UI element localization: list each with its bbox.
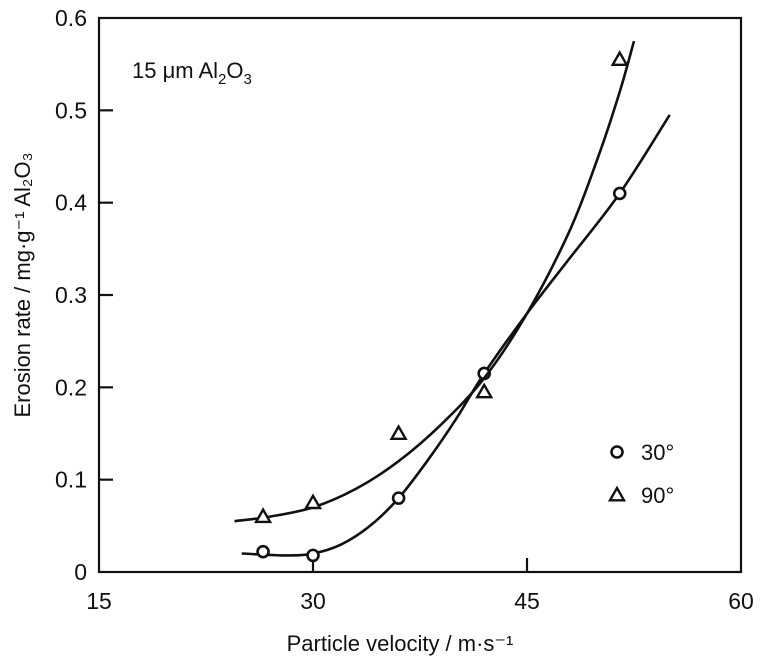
x-axis-label: Particle velocity / m·s⁻¹ bbox=[287, 631, 514, 656]
x-tick-label: 15 bbox=[86, 588, 112, 614]
y-axis-label: Erosion rate / mg·g⁻¹ Al₂O₃ bbox=[10, 152, 35, 417]
data-point-30deg bbox=[391, 491, 406, 505]
y-tick-label: 0.5 bbox=[55, 97, 87, 123]
legend-label-90deg: 90° bbox=[641, 483, 674, 508]
y-tick-label: 0.4 bbox=[55, 190, 87, 216]
data-point-90deg bbox=[254, 507, 273, 524]
legend-label-30deg: 30° bbox=[641, 440, 674, 465]
data-point-90deg bbox=[389, 424, 408, 440]
x-tick-label: 60 bbox=[728, 588, 754, 614]
data-point-90deg bbox=[610, 50, 629, 67]
y-tick-label: 0.2 bbox=[55, 374, 87, 400]
x-tick-label: 45 bbox=[514, 588, 540, 614]
annotation-label: 15 μm Al2O3 bbox=[132, 58, 252, 88]
data-point-30deg bbox=[256, 544, 270, 559]
y-tick-label: 0.3 bbox=[55, 282, 87, 308]
fit-curve-30deg bbox=[241, 114, 671, 557]
legend-marker-90deg bbox=[607, 485, 627, 502]
y-tick-label: 0 bbox=[74, 559, 87, 585]
y-tick-label: 0.1 bbox=[55, 467, 87, 493]
legend-marker-30deg bbox=[610, 445, 624, 459]
data-point-30deg bbox=[306, 548, 320, 563]
data-point-90deg bbox=[303, 493, 323, 510]
x-tick-label: 30 bbox=[300, 588, 326, 614]
y-tick-label: 0.6 bbox=[55, 5, 87, 31]
data-point-90deg bbox=[475, 382, 494, 399]
data-point-30deg bbox=[612, 186, 627, 201]
